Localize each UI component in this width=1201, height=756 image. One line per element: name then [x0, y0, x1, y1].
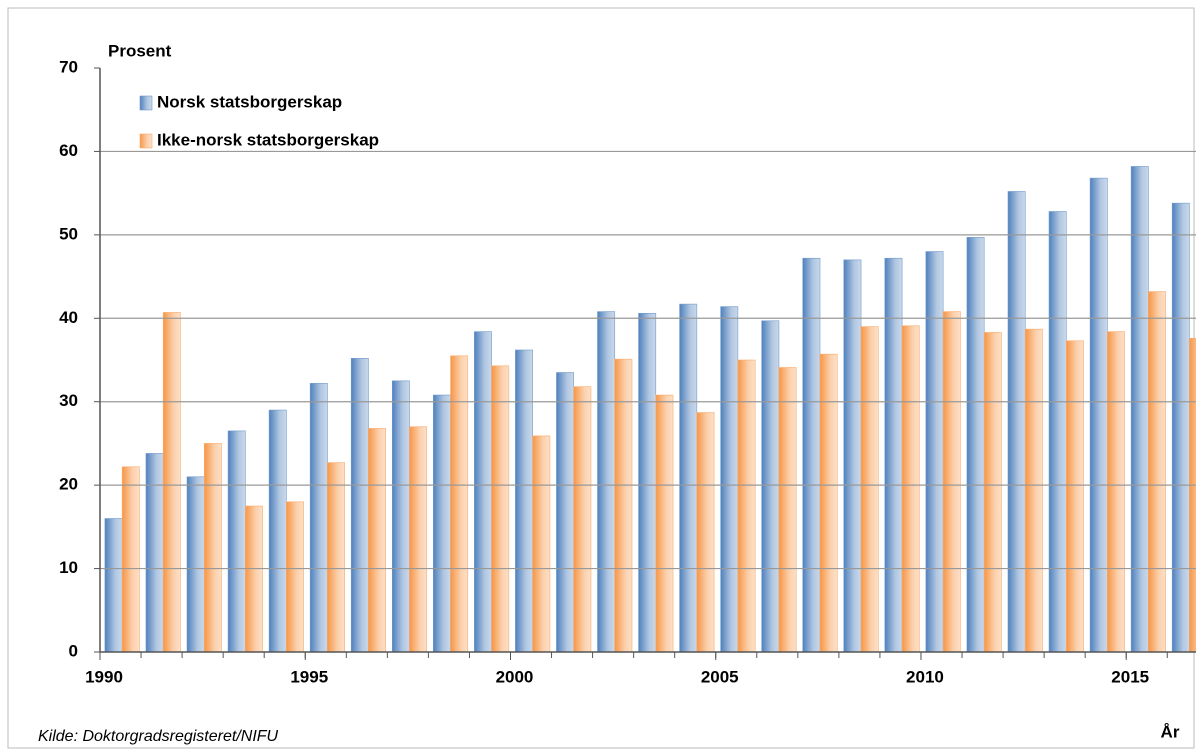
bar — [638, 312, 657, 653]
x-tick-label: 2010 — [906, 667, 944, 686]
plot — [104, 166, 1196, 653]
bar — [614, 358, 633, 653]
bar — [1107, 331, 1125, 653]
bar — [761, 320, 780, 653]
x-tick-label: 1995 — [290, 667, 328, 686]
bar — [391, 380, 410, 653]
bar — [409, 426, 428, 653]
bar — [450, 355, 469, 653]
bar — [679, 303, 698, 653]
y-tick-label: 10 — [59, 558, 78, 577]
y-tick-label: 60 — [59, 141, 78, 160]
bar — [186, 476, 205, 653]
bar — [1148, 291, 1166, 653]
bar — [983, 332, 1002, 653]
bar — [162, 312, 181, 653]
bar — [350, 358, 369, 653]
bar — [532, 435, 551, 653]
bar — [655, 394, 674, 653]
bar — [860, 326, 879, 653]
y-axis-label: Prosent — [108, 41, 172, 60]
bar — [368, 428, 386, 653]
bar — [474, 331, 492, 653]
y-tick-label: 0 — [69, 641, 78, 660]
bar — [1189, 338, 1196, 653]
source: Kilde: Doktorgradsregisteret/NIFU — [38, 728, 279, 745]
bar — [268, 409, 287, 653]
legend-label: Ikke-norsk statsborgerskap — [157, 130, 379, 149]
y-tick-label: 20 — [59, 475, 78, 494]
y-tick-label: 40 — [59, 308, 78, 327]
bar — [104, 518, 123, 653]
bar — [121, 466, 140, 653]
bar — [203, 443, 222, 653]
bar — [884, 257, 903, 653]
y-tick-label: 70 — [59, 57, 78, 76]
bar — [491, 365, 510, 653]
bar — [1065, 340, 1084, 653]
bar — [1171, 202, 1190, 653]
x-axis-label: År — [1161, 722, 1180, 741]
bar — [286, 501, 304, 653]
bar — [145, 453, 164, 653]
bar — [1007, 191, 1026, 653]
bar — [942, 311, 961, 653]
bar — [720, 306, 739, 653]
bar — [573, 386, 592, 653]
x-tick-label: 2005 — [701, 667, 739, 686]
bar — [597, 311, 616, 653]
legend-swatch — [139, 95, 153, 111]
bar — [1024, 328, 1043, 653]
x-tick-label: 1990 — [85, 667, 123, 686]
bar — [966, 237, 985, 653]
y-tick-label: 30 — [59, 391, 78, 410]
x-tick-label: 2000 — [496, 667, 534, 686]
x-tick-label: 2015 — [1111, 667, 1149, 686]
bar — [309, 383, 328, 653]
bar — [1048, 211, 1067, 653]
bar — [901, 325, 920, 653]
bar — [433, 394, 451, 653]
bar — [515, 349, 533, 653]
y-tick-label: 50 — [59, 224, 78, 243]
bar — [556, 372, 575, 653]
bar — [327, 462, 345, 653]
bar — [227, 430, 246, 653]
bar — [802, 257, 821, 653]
bar — [819, 353, 838, 653]
bar — [1130, 166, 1149, 653]
legend-label: Norsk statsborgerskap — [157, 92, 342, 111]
legend-swatch — [139, 133, 153, 149]
bar — [696, 412, 715, 653]
bar — [737, 359, 756, 653]
bar — [778, 367, 797, 653]
bar — [245, 505, 263, 653]
bar — [925, 251, 944, 653]
bar — [1089, 177, 1108, 653]
